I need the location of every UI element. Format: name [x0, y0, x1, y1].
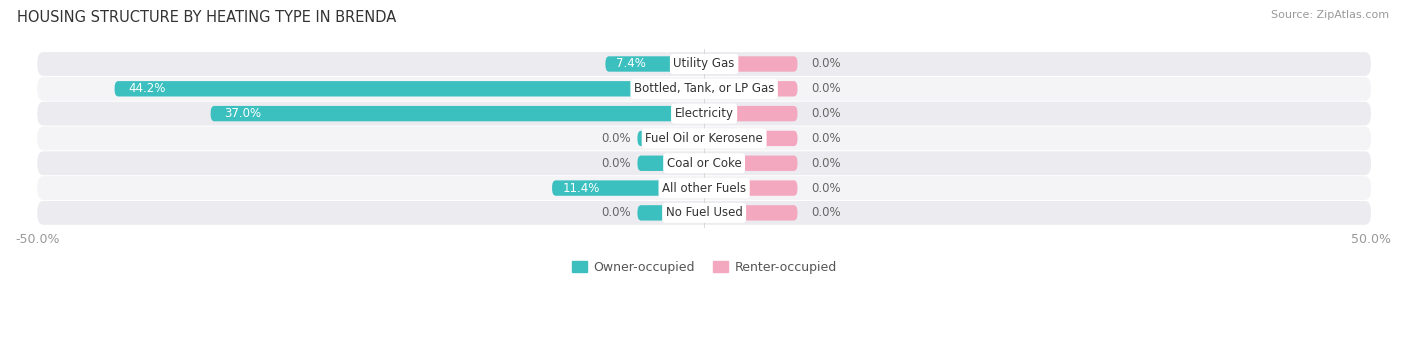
- FancyBboxPatch shape: [37, 102, 1371, 125]
- Text: All other Fuels: All other Fuels: [662, 181, 747, 195]
- FancyBboxPatch shape: [553, 180, 704, 196]
- FancyBboxPatch shape: [37, 201, 1371, 225]
- FancyBboxPatch shape: [704, 155, 797, 171]
- Text: 0.0%: 0.0%: [602, 132, 631, 145]
- Text: 0.0%: 0.0%: [811, 58, 841, 71]
- Text: 0.0%: 0.0%: [811, 181, 841, 195]
- Text: 0.0%: 0.0%: [602, 157, 631, 170]
- FancyBboxPatch shape: [37, 127, 1371, 150]
- Text: Source: ZipAtlas.com: Source: ZipAtlas.com: [1271, 10, 1389, 20]
- Text: 0.0%: 0.0%: [811, 157, 841, 170]
- Text: Bottled, Tank, or LP Gas: Bottled, Tank, or LP Gas: [634, 82, 775, 95]
- Text: 44.2%: 44.2%: [128, 82, 166, 95]
- FancyBboxPatch shape: [606, 56, 704, 72]
- Text: 37.0%: 37.0%: [224, 107, 262, 120]
- FancyBboxPatch shape: [211, 106, 704, 121]
- Text: Fuel Oil or Kerosene: Fuel Oil or Kerosene: [645, 132, 763, 145]
- FancyBboxPatch shape: [704, 56, 797, 72]
- FancyBboxPatch shape: [37, 151, 1371, 175]
- FancyBboxPatch shape: [704, 205, 797, 221]
- Legend: Owner-occupied, Renter-occupied: Owner-occupied, Renter-occupied: [567, 256, 842, 279]
- FancyBboxPatch shape: [704, 180, 797, 196]
- FancyBboxPatch shape: [37, 77, 1371, 101]
- FancyBboxPatch shape: [704, 81, 797, 97]
- Text: 0.0%: 0.0%: [811, 206, 841, 219]
- Text: 7.4%: 7.4%: [616, 58, 645, 71]
- Text: 11.4%: 11.4%: [562, 181, 600, 195]
- Text: 0.0%: 0.0%: [602, 206, 631, 219]
- FancyBboxPatch shape: [637, 205, 704, 221]
- Text: 0.0%: 0.0%: [811, 82, 841, 95]
- FancyBboxPatch shape: [37, 52, 1371, 76]
- Text: Utility Gas: Utility Gas: [673, 58, 735, 71]
- Text: No Fuel Used: No Fuel Used: [665, 206, 742, 219]
- FancyBboxPatch shape: [704, 131, 797, 146]
- Text: 0.0%: 0.0%: [811, 107, 841, 120]
- FancyBboxPatch shape: [704, 106, 797, 121]
- FancyBboxPatch shape: [637, 131, 704, 146]
- Text: 0.0%: 0.0%: [811, 132, 841, 145]
- Text: Electricity: Electricity: [675, 107, 734, 120]
- FancyBboxPatch shape: [115, 81, 704, 97]
- FancyBboxPatch shape: [37, 176, 1371, 200]
- Text: HOUSING STRUCTURE BY HEATING TYPE IN BRENDA: HOUSING STRUCTURE BY HEATING TYPE IN BRE…: [17, 10, 396, 25]
- Text: Coal or Coke: Coal or Coke: [666, 157, 741, 170]
- FancyBboxPatch shape: [637, 155, 704, 171]
